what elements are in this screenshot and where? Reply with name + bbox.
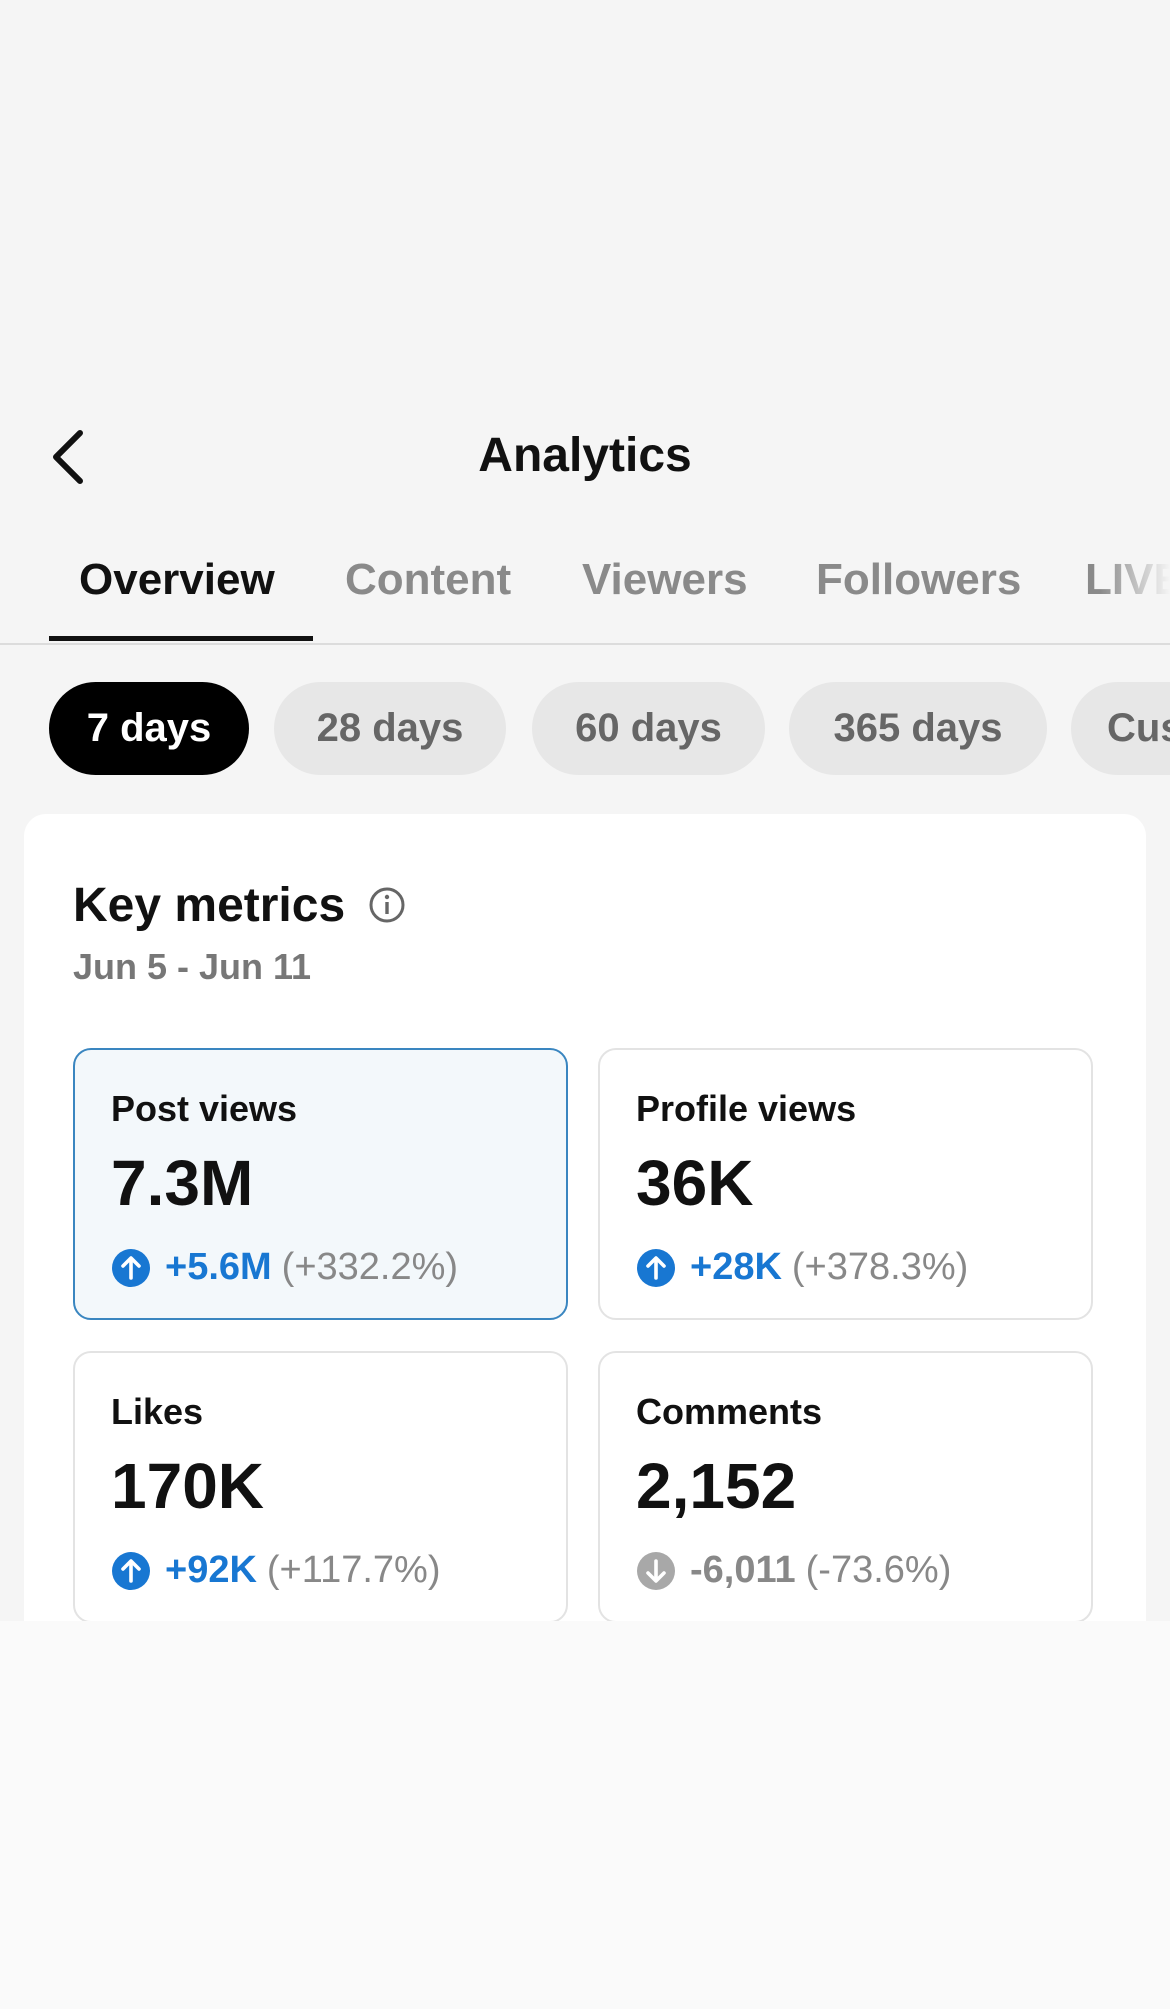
period-pill[interactable]: 365 days bbox=[789, 682, 1047, 775]
metric-change: -6,011 (-73.6%) bbox=[636, 1549, 951, 1592]
tab[interactable]: Viewers bbox=[582, 555, 748, 604]
metric-tile[interactable]: Post views 7.3M +5.6M (+332.2%) bbox=[73, 1048, 568, 1320]
info-icon[interactable] bbox=[367, 885, 407, 925]
period-pill[interactable]: 28 days bbox=[274, 682, 506, 775]
change-percent: (+378.3%) bbox=[791, 1246, 969, 1288]
period-pill[interactable]: 60 days bbox=[532, 682, 765, 775]
metric-value: 2,152 bbox=[636, 1450, 797, 1522]
tab[interactable]: Followers bbox=[816, 555, 1022, 604]
metric-tile[interactable]: Likes 170K +92K (+117.7%) bbox=[73, 1351, 568, 1621]
metric-value: 170K bbox=[111, 1450, 264, 1522]
trend-icon bbox=[637, 1551, 675, 1590]
metrics-card: Key metrics Jun 5 - Jun 11 Post views 7.3… bbox=[24, 814, 1146, 1621]
tab-bar: OverviewContentViewersFollowersLIVE bbox=[0, 555, 1170, 615]
metric-label: Post views bbox=[111, 1088, 298, 1129]
trend-icon bbox=[112, 1551, 150, 1590]
metric-tile[interactable]: Profile views 36K +28K (+378.3%) bbox=[598, 1048, 1093, 1320]
metric-value: 7.3M bbox=[111, 1147, 254, 1219]
divider bbox=[0, 643, 1170, 645]
metric-label: Likes bbox=[111, 1391, 204, 1432]
trend-icon bbox=[637, 1248, 675, 1287]
title-text: Key metrics bbox=[73, 879, 346, 932]
tab-underline bbox=[49, 636, 313, 641]
metric-change: +5.6M (+332.2%) bbox=[111, 1246, 458, 1289]
change-percent: (-73.6%) bbox=[805, 1549, 952, 1591]
back-button[interactable] bbox=[44, 425, 94, 489]
metric-value: 36K bbox=[636, 1147, 754, 1219]
change-value: +5.6M bbox=[165, 1246, 272, 1288]
trend-icon bbox=[112, 1248, 150, 1287]
change-value: +28K bbox=[690, 1246, 782, 1288]
change-value: +92K bbox=[165, 1549, 257, 1591]
metric-label: Comments bbox=[636, 1391, 823, 1432]
section-title: Key metrics bbox=[73, 878, 407, 933]
tab[interactable]: Content bbox=[345, 555, 512, 604]
change-percent: (+332.2%) bbox=[281, 1246, 459, 1288]
metric-tile[interactable]: Comments 2,152 -6,011 (-73.6%) bbox=[598, 1351, 1093, 1621]
period-pill[interactable]: Custom bbox=[1071, 682, 1170, 775]
change-value: -6,011 bbox=[690, 1549, 796, 1591]
page-title: Analytics bbox=[478, 429, 692, 482]
fade bbox=[1100, 520, 1170, 640]
tab[interactable]: Overview bbox=[79, 555, 275, 604]
metric-change: +28K (+378.3%) bbox=[636, 1246, 968, 1289]
period-selector: 7 days 28 days 60 days 365 days Custom bbox=[0, 682, 1170, 776]
period-pill[interactable]: 7 days bbox=[49, 682, 249, 775]
background bbox=[0, 1621, 1170, 2009]
date-range: Jun 5 - Jun 11 bbox=[73, 946, 312, 987]
metric-label: Profile views bbox=[636, 1088, 857, 1129]
change-percent: (+117.7%) bbox=[266, 1549, 441, 1591]
metric-change: +92K (+117.7%) bbox=[111, 1549, 440, 1592]
